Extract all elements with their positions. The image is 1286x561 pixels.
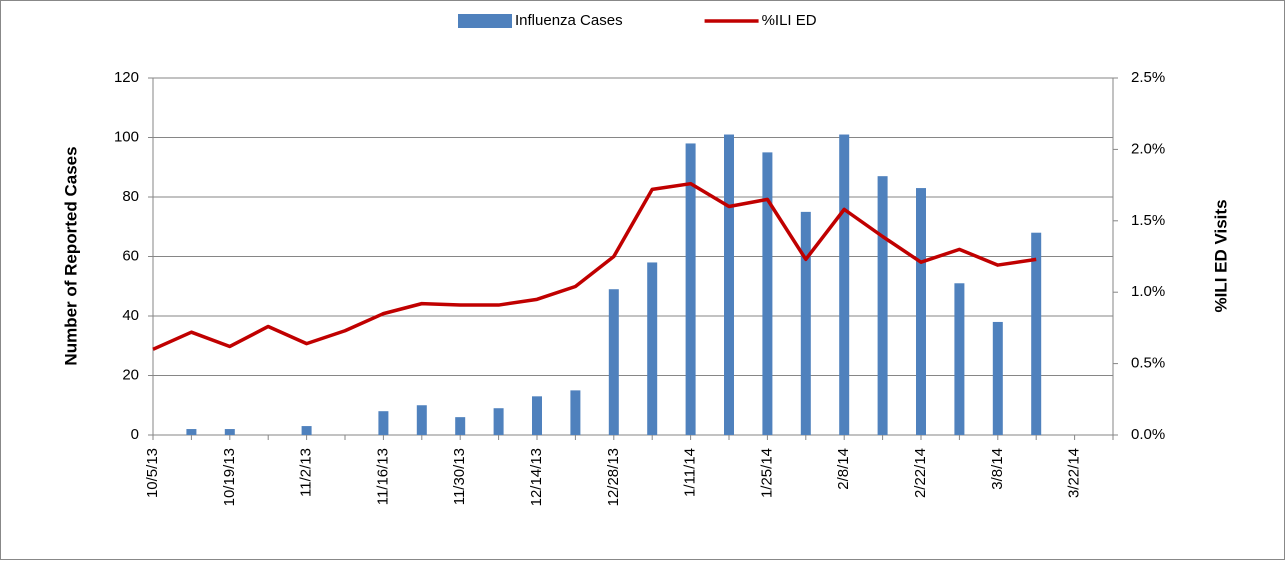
x-tick-label: 3/22/14 (1066, 448, 1083, 498)
bar (685, 143, 696, 435)
y-tick-label: 0 (131, 426, 139, 443)
bar (186, 429, 197, 435)
bar (416, 405, 427, 435)
y2-tick-label: 0.5% (1131, 355, 1165, 372)
bar (992, 321, 1003, 435)
y2-tick-label: 2.0% (1131, 140, 1165, 157)
x-tick-label: 11/16/13 (374, 448, 391, 505)
bar (724, 134, 734, 435)
bar (493, 408, 504, 435)
bar (301, 426, 312, 435)
x-tick-label: 10/5/13 (144, 448, 161, 498)
y2-tick-label: 2.5% (1131, 69, 1165, 86)
bar (608, 289, 619, 435)
legend-swatch (458, 14, 512, 28)
bar (762, 152, 773, 435)
x-tick-label: 11/2/13 (298, 448, 315, 497)
x-tick-label: 2/22/14 (912, 448, 929, 498)
bar (570, 390, 581, 435)
x-tick-label: 2/8/14 (835, 448, 852, 490)
y2-tick-label: 1.0% (1131, 283, 1165, 300)
y2-tick-label: 0.0% (1131, 426, 1165, 443)
bar (455, 417, 466, 435)
y-tick-label: 60 (122, 247, 139, 264)
x-tick-label: 12/28/13 (605, 448, 622, 506)
y-tick-label: 80 (122, 188, 139, 205)
bar (378, 411, 389, 435)
y-tick-label: 100 (114, 128, 139, 145)
bar (800, 211, 811, 435)
y2-axis-title: %ILI ED Visits (1211, 199, 1230, 312)
bar (1031, 232, 1042, 435)
x-tick-label: 12/14/13 (528, 448, 545, 506)
y-axis-title: Number of Reported Cases (61, 146, 80, 365)
bar (877, 176, 888, 436)
y-tick-label: 40 (122, 307, 139, 324)
bar (532, 396, 542, 435)
y-tick-label: 120 (114, 69, 139, 86)
x-tick-label: 1/25/14 (758, 448, 775, 498)
bar (954, 283, 965, 435)
legend-label: Influenza Cases (515, 12, 623, 29)
legend-label: %ILI ED (762, 12, 817, 29)
bar (916, 188, 926, 435)
x-tick-label: 3/8/14 (989, 448, 1006, 490)
x-tick-label: 1/11/14 (682, 448, 699, 497)
bar (647, 262, 658, 435)
bar (224, 429, 235, 435)
line (152, 181, 1037, 351)
x-tick-label: 10/19/13 (221, 448, 238, 506)
bar (839, 134, 850, 435)
y2-tick-label: 1.5% (1131, 212, 1165, 229)
x-tick-label: 11/30/13 (451, 448, 468, 505)
y-tick-label: 20 (122, 366, 139, 383)
